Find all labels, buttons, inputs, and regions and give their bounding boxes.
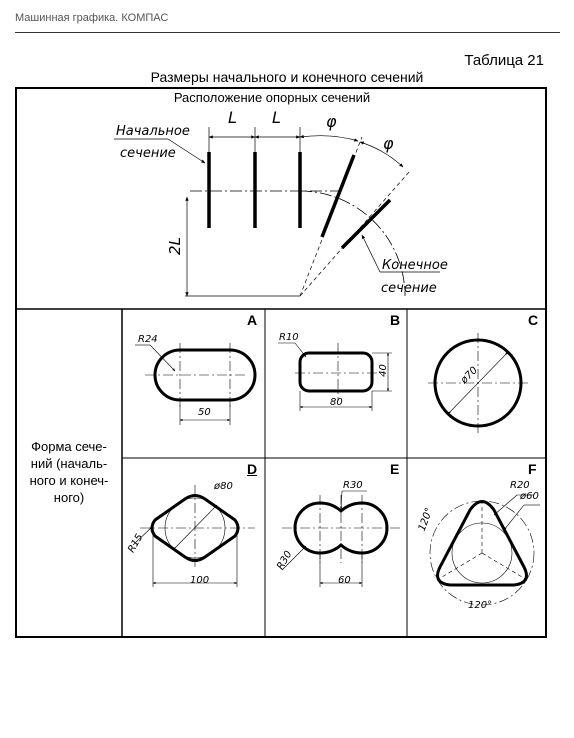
- cell-letter-e: E: [390, 461, 400, 477]
- end-section-label-2: сечение: [381, 281, 437, 296]
- cell-letter-c: C: [528, 312, 539, 328]
- running-header: Машинная графика. КОМПАС: [15, 12, 169, 24]
- table-caption: Размеры начального и конечного сечений: [150, 69, 424, 85]
- dim-b-radius: R10: [279, 332, 299, 343]
- dim-angle-2: φ: [383, 134, 394, 153]
- table-frame: [15, 87, 547, 638]
- shape-b-rounded-rect: [278, 342, 392, 411]
- shape-a-stadium: [135, 343, 257, 425]
- cell-letter-b: B: [390, 312, 401, 328]
- shape-c-circle: [428, 333, 528, 433]
- dim-f-diameter: ø60: [520, 491, 539, 502]
- dim-spacing-1: L: [228, 108, 237, 127]
- dim-b-width: 80: [330, 397, 343, 408]
- dim-e-width: 60: [338, 575, 351, 586]
- dim-f-angle-bottom: 120°: [468, 600, 493, 611]
- end-section-label-1: Конечное: [382, 258, 448, 273]
- sections-layout-diagram: [114, 127, 440, 297]
- start-section-label-2: сечение: [120, 146, 176, 161]
- dim-spacing-2: L: [272, 108, 281, 127]
- dim-a-radius: R24: [138, 334, 158, 345]
- cell-letter-f: F: [528, 461, 537, 477]
- shape-d-lens: [132, 485, 255, 587]
- dim-b-height: 40: [377, 364, 389, 377]
- shape-f-rounded-triangle: [429, 494, 540, 606]
- top-row-caption: Расположение опорных сечений: [173, 90, 371, 105]
- dim-f-radius: R20: [510, 480, 530, 491]
- dim-a-width: 50: [198, 407, 211, 418]
- start-section-label-1: Начальное: [116, 124, 190, 139]
- dim-d-width: 100: [190, 575, 210, 586]
- table-number: Таблица 21: [464, 52, 544, 69]
- section-shape-label: Форма сече- ний (началь- ного и конеч- н…: [29, 439, 109, 505]
- cell-letter-d: D: [247, 461, 258, 477]
- dim-e-radius-top: R30: [343, 480, 363, 491]
- dim-angle-1: φ: [326, 112, 337, 131]
- dim-height: 2L: [165, 237, 184, 255]
- shape-e-peanut: [281, 490, 402, 587]
- header-rule: [15, 32, 560, 33]
- cell-letter-a: A: [247, 312, 258, 328]
- dim-d-diameter: ø80: [214, 481, 233, 492]
